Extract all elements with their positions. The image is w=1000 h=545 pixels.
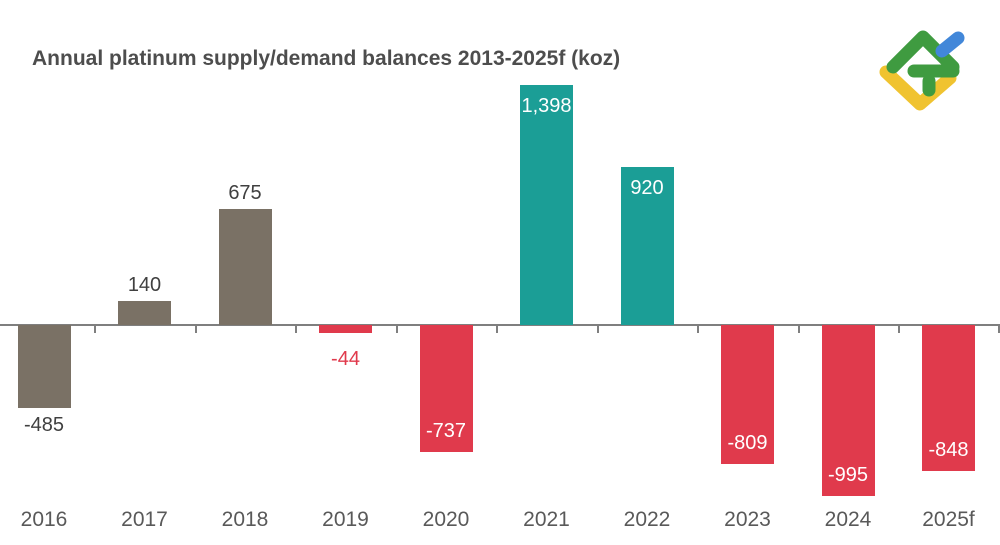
- bar-2017: [118, 300, 171, 325]
- axis-tick: [797, 326, 800, 333]
- category-label-2019: 2019: [322, 508, 369, 531]
- logo-blue-accent-stroke: [935, 31, 965, 58]
- category-label-2025f: 2025f: [922, 508, 975, 531]
- value-label-2018: 675: [228, 182, 262, 205]
- category-label-2016: 2016: [20, 508, 68, 531]
- bar-2022: [620, 167, 674, 325]
- bar-2016: [17, 325, 71, 409]
- axis-tick: [697, 326, 700, 333]
- value-label-2023: -809: [727, 431, 768, 454]
- axis-tick: [395, 326, 398, 333]
- litefinance-logo: [879, 30, 965, 111]
- category-label-2018: 2018: [221, 508, 269, 531]
- bar-2019: [319, 325, 372, 333]
- value-label-2017: 140: [127, 273, 162, 296]
- axis-tick: [998, 326, 1000, 333]
- value-label-2021: 1,398: [521, 95, 572, 117]
- chart-title: Annual platinum supply/demand balances 2…: [32, 47, 621, 70]
- bar-2018: [218, 209, 272, 325]
- bar-2024: [821, 325, 875, 496]
- value-label-2019: -44: [331, 347, 360, 370]
- x-axis-zero-line: [0, 324, 1000, 326]
- category-label-2021: 2021: [523, 508, 570, 531]
- bar-2021: [520, 85, 573, 325]
- value-label-2022: 920: [630, 177, 664, 200]
- bar-2020: [419, 325, 473, 452]
- category-label-2017: 2017: [121, 508, 168, 531]
- value-label-2020: -737: [425, 419, 467, 442]
- axis-tick: [295, 326, 298, 333]
- category-label-2023: 2023: [724, 508, 771, 531]
- axis-tick: [596, 326, 599, 333]
- category-label-2020: 2020: [422, 508, 470, 531]
- value-label-2025f: -848: [928, 438, 969, 461]
- category-label-2024: 2024: [824, 508, 872, 531]
- bar-2025f: [922, 325, 975, 471]
- axis-tick: [94, 326, 97, 333]
- axis-tick: [194, 326, 197, 333]
- category-label-2022: 2022: [623, 508, 671, 531]
- axis-tick: [898, 326, 901, 333]
- logo-yellow-check-stroke: [879, 65, 957, 111]
- value-label-2016: -485: [23, 414, 65, 437]
- value-label-2024: -995: [827, 463, 869, 486]
- bar-2023: [721, 325, 774, 464]
- axis-tick: [496, 326, 499, 333]
